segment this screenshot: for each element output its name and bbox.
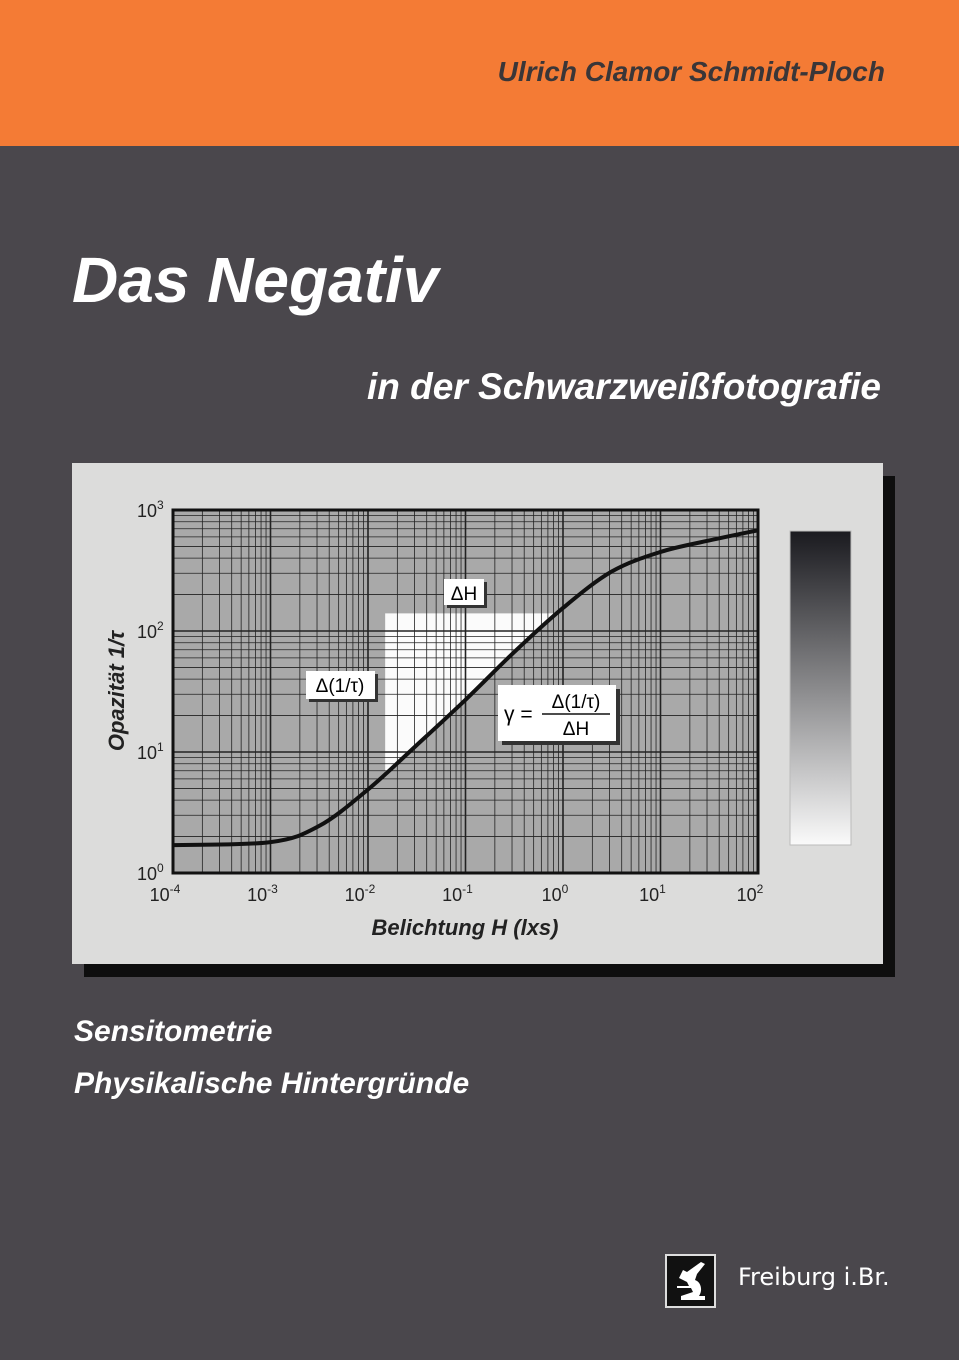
delta-h-label: ΔH bbox=[444, 579, 487, 608]
y-tick-label: 100 bbox=[137, 861, 164, 884]
x-tick-label: 10-4 bbox=[150, 882, 181, 905]
topic-sensitometrie: Sensitometrie bbox=[74, 1015, 273, 1048]
svg-text:Δ(1/τ): Δ(1/τ) bbox=[552, 692, 601, 713]
svg-text:ΔH: ΔH bbox=[563, 719, 589, 740]
x-tick-label: 100 bbox=[542, 882, 569, 905]
author: Ulrich Clamor Schmidt-Ploch bbox=[497, 56, 885, 87]
plot-frame bbox=[171, 508, 760, 875]
x-tick-label: 101 bbox=[639, 882, 666, 905]
x-axis-label: Belichtung H (lxs) bbox=[371, 915, 558, 940]
delta-opacity-label: Δ(1/τ) bbox=[306, 671, 378, 702]
book-title: Das Negativ bbox=[72, 244, 439, 316]
x-tick-label: 10-1 bbox=[442, 882, 473, 905]
publisher-logo-microscope-icon bbox=[665, 1254, 716, 1308]
svg-text:γ =: γ = bbox=[504, 703, 533, 726]
publisher-city: Freiburg i.Br. bbox=[738, 1263, 890, 1291]
svg-text:Δ(1/τ): Δ(1/τ) bbox=[316, 676, 365, 697]
y-tick-label: 102 bbox=[137, 619, 164, 642]
topics: Sensitometrie Physikalische Hintergründe bbox=[74, 1006, 469, 1110]
svg-text:ΔH: ΔH bbox=[451, 584, 477, 605]
topic-physik: Physikalische Hintergründe bbox=[74, 1067, 470, 1100]
x-tick-label: 10-3 bbox=[247, 882, 278, 905]
book-subtitle: in der Schwarzweißfotografie bbox=[367, 366, 881, 407]
y-axis-label: Opazität 1/τ bbox=[104, 630, 129, 751]
y-tick-label: 103 bbox=[137, 498, 164, 521]
curve-line bbox=[172, 528, 759, 848]
x-tick-label: 10-2 bbox=[345, 882, 376, 905]
y-tick-label: 101 bbox=[137, 740, 164, 763]
grayscale-wedge bbox=[789, 530, 852, 846]
characteristic-curve-chart: 10-4 10-3 10-2 10-1 100 101 102 100 101 102 103 ΔH… bbox=[104, 498, 852, 940]
top-band bbox=[0, 0, 959, 146]
gamma-formula: γ = Δ(1/τ) ΔH bbox=[498, 685, 620, 745]
x-tick-label: 102 bbox=[737, 882, 764, 905]
